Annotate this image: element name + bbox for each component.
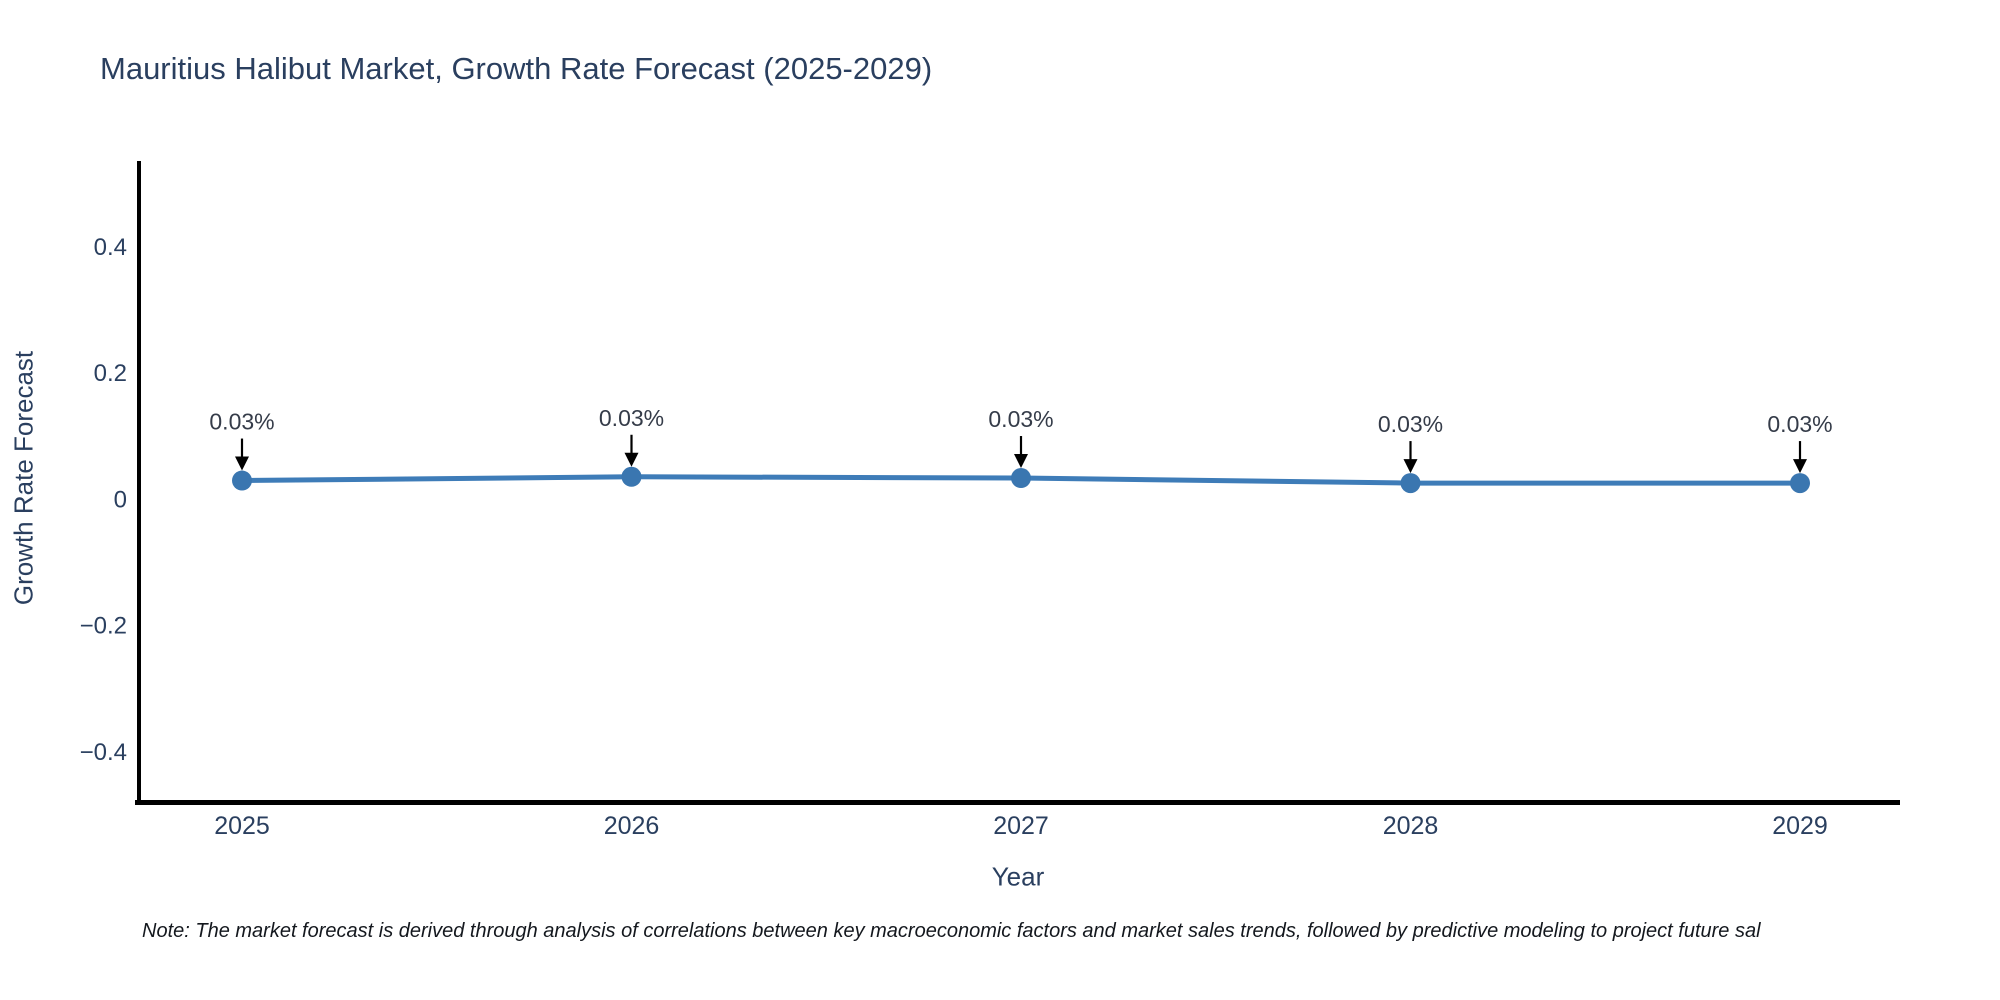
- point-value-label: 0.03%: [599, 405, 664, 431]
- y-tick-label: 0.4: [94, 234, 127, 261]
- y-tick-label: −0.2: [80, 613, 127, 640]
- x-tick-label: 2026: [604, 812, 660, 840]
- y-tick-label: 0.2: [94, 360, 127, 387]
- data-point-marker: [621, 466, 642, 487]
- x-tick-label: 2029: [1772, 812, 1828, 840]
- annotation-arrow-head: [1014, 454, 1028, 469]
- annotation-arrow-head: [1793, 459, 1807, 474]
- y-tick-label: 0: [114, 486, 127, 513]
- annotation-arrow-head: [1403, 459, 1418, 474]
- y-axis-line: [137, 161, 141, 805]
- point-value-label: 0.03%: [1378, 411, 1443, 437]
- y-tick-label: −0.4: [80, 739, 127, 766]
- annotation-arrow-head: [624, 452, 639, 467]
- point-value-label: 0.03%: [988, 406, 1053, 432]
- x-axis-title: Year: [991, 861, 1045, 892]
- data-point-marker: [1790, 473, 1810, 494]
- x-tick-label: 2025: [214, 812, 270, 840]
- chart-title: Mauritius Halibut Market, Growth Rate Fo…: [100, 51, 933, 86]
- x-axis-line: [135, 800, 1900, 805]
- x-tick-label: 2027: [993, 812, 1049, 840]
- point-value-label: 0.03%: [1767, 411, 1832, 437]
- x-tick-label: 2028: [1383, 812, 1439, 840]
- footnote: Note: The market forecast is derived thr…: [142, 920, 1761, 942]
- point-value-label: 0.03%: [209, 409, 274, 435]
- data-point-marker: [1011, 468, 1031, 489]
- data-point-marker: [1400, 473, 1421, 494]
- annotation-arrow-head: [235, 456, 249, 471]
- data-point-marker: [232, 470, 252, 491]
